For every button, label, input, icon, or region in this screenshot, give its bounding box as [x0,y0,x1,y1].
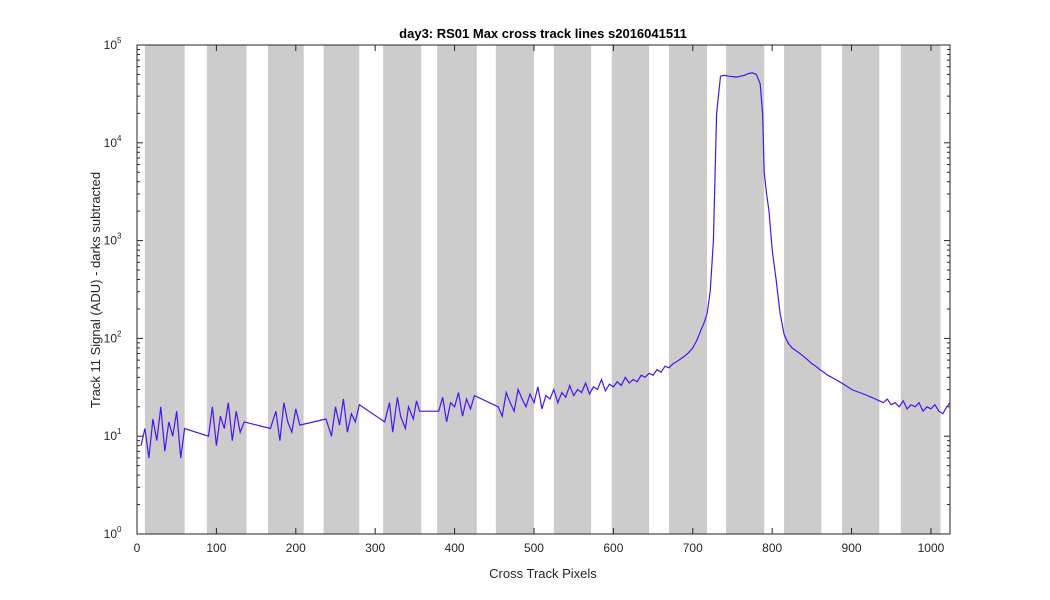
y-tick-exponent-0: 0 [117,525,122,534]
x-axis-label: Cross Track Pixels [489,566,597,581]
x-tick-label-4: 400 [445,541,465,555]
x-tick-label-3: 300 [365,541,385,555]
y-tick-exponent-3: 3 [117,232,122,241]
y-tick-label-2: 10 [104,331,118,345]
shaded-band-10 [726,45,765,534]
shaded-band-0 [144,45,185,534]
x-tick-label-7: 700 [683,541,703,555]
chart-title: day3: RS01 Max cross track lines s201604… [399,26,687,41]
shaded-band-8 [611,45,650,534]
plot-axes-box [136,44,951,535]
x-tick-label-6: 600 [603,541,623,555]
series-line [140,72,951,458]
y-tick-exponent-1: 1 [117,427,122,436]
y-tick-label-5: 10 [104,38,118,52]
y-tick-exponent-5: 5 [117,36,122,45]
x-tick-label-10: 1000 [918,541,945,555]
y-axis-label: Track 11 Signal (ADU) - darks subtracted [88,172,103,408]
x-tick-label-5: 500 [524,541,544,555]
x-tick-label-0: 0 [134,541,141,555]
shaded-band-13 [900,45,941,534]
shaded-band-2 [268,45,304,534]
shaded-band-4 [383,45,422,534]
shaded-band-3 [323,45,360,534]
shaded-band-11 [784,45,822,534]
x-tick-label-1: 100 [206,541,226,555]
shaded-band-12 [842,45,880,534]
shaded-band-1 [206,45,247,534]
y-tick-exponent-2: 2 [117,329,122,338]
x-tick-label-2: 200 [286,541,306,555]
shaded-band-5 [437,45,477,534]
y-tick-label-4: 10 [104,136,118,150]
shaded-band-6 [495,45,534,534]
shaded-band-7 [553,45,592,534]
shaded-band-9 [668,45,708,534]
y-tick-label-0: 10 [104,527,118,541]
x-tick-label-9: 900 [842,541,862,555]
y-tick-label-3: 10 [104,234,118,248]
y-tick-exponent-4: 4 [117,134,122,143]
x-tick-label-8: 800 [762,541,782,555]
data-line-group [140,72,951,458]
y-tick-label-1: 10 [104,429,118,443]
shaded-bands [144,45,941,534]
